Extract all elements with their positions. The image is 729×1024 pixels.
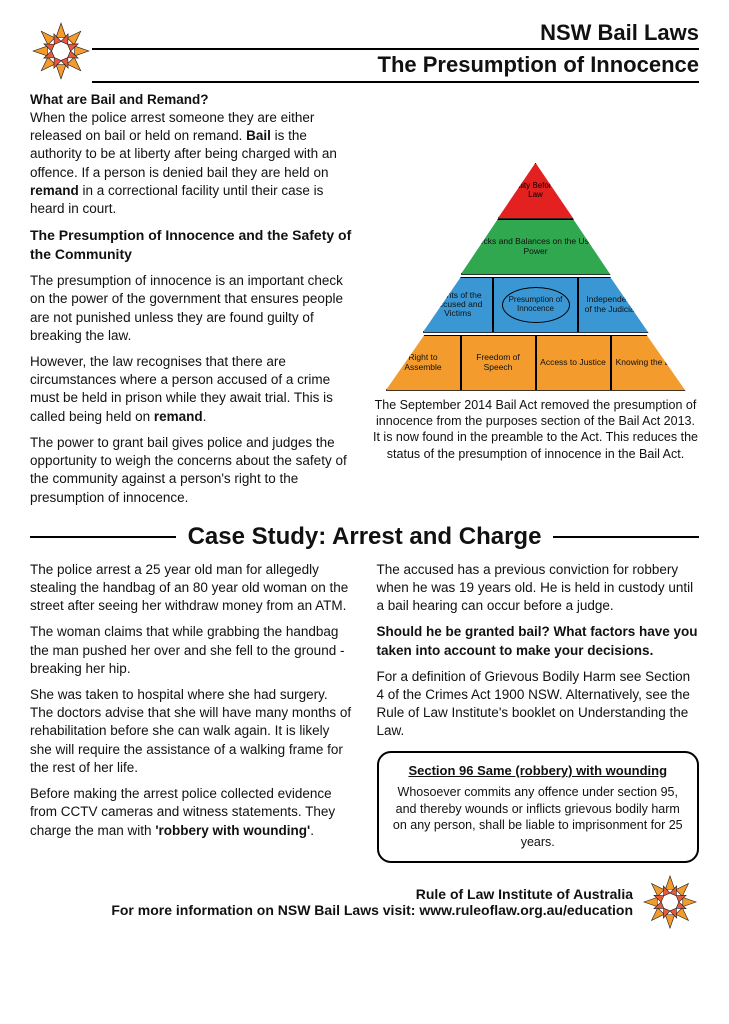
- pyramid-row-4: Right to Assemble Freedom of Speech Acce…: [386, 335, 686, 391]
- case-study-heading: Case Study: Arrest and Charge: [30, 523, 699, 551]
- p2-body: The presumption of innocence is an impor…: [30, 272, 360, 345]
- heading-rule-left: [30, 536, 176, 538]
- pyramid-column: Equality Before the Law Checks and Balan…: [372, 91, 699, 515]
- case-l-p4b: .: [310, 823, 314, 838]
- intro-text-column: What are Bail and Remand? When the polic…: [30, 91, 360, 515]
- pyramid-cell-equality: Equality Before the Law: [498, 163, 574, 219]
- footer-line-1: Rule of Law Institute of Australia: [111, 886, 633, 902]
- q-heading: What are Bail and Remand?: [30, 92, 209, 107]
- case-r-p2: Should he be granted bail? What factors …: [377, 623, 700, 659]
- pyramid-row-2: Checks and Balances on the Use of Power: [461, 219, 611, 275]
- law-section-box: Section 96 Same (robbery) with wounding …: [377, 751, 700, 864]
- footer-line-2: For more information on NSW Bail Laws vi…: [111, 902, 633, 918]
- pyramid-cell-rights: Rights of the Accused and Victims: [423, 277, 494, 333]
- pyramid-diagram: Equality Before the Law Checks and Balan…: [386, 161, 686, 391]
- page-header: NSW Bail Laws The Presumption of Innocen…: [30, 20, 699, 83]
- case-l-p2: The woman claims that while grabbing the…: [30, 623, 353, 678]
- case-l-p4: Before making the arrest police collecte…: [30, 785, 353, 840]
- p4: The power to grant bail gives police and…: [30, 434, 360, 507]
- pyramid-row-1: Equality Before the Law: [498, 163, 574, 219]
- pyramid-cell-knowing: Knowing the Law: [611, 335, 686, 391]
- pyramid-cell-justice: Access to Justice: [536, 335, 611, 391]
- star-logo-footer-icon: [641, 873, 699, 931]
- case-l-p1: The police arrest a 25 year old man for …: [30, 561, 353, 616]
- pyramid-cell-checks: Checks and Balances on the Use of Power: [461, 219, 611, 275]
- heading-rule-right: [553, 536, 699, 538]
- case-left-column: The police arrest a 25 year old man for …: [30, 561, 353, 863]
- p3-b: .: [203, 409, 207, 424]
- q-bold-2: remand: [30, 183, 79, 198]
- intro-section: What are Bail and Remand? When the polic…: [30, 91, 699, 515]
- law-box-title: Section 96 Same (robbery) with wounding: [393, 763, 684, 778]
- pyramid-cell-presumption: Presumption of Innocence: [502, 287, 570, 323]
- header-titles: NSW Bail Laws The Presumption of Innocen…: [92, 20, 699, 83]
- title-line-2: The Presumption of Innocence: [92, 52, 699, 78]
- case-right-column: The accused has a previous conviction fo…: [377, 561, 700, 863]
- footer-text: Rule of Law Institute of Australia For m…: [111, 886, 633, 918]
- case-study-title: Case Study: Arrest and Charge: [188, 523, 542, 551]
- pyramid-cell-presumption-wrap: Presumption of Innocence: [493, 277, 578, 333]
- pyramid-row-3: Rights of the Accused and Victims Presum…: [423, 277, 649, 333]
- star-logo-icon: [30, 20, 92, 82]
- case-study-columns: The police arrest a 25 year old man for …: [30, 561, 699, 863]
- pyramid-cell-assemble: Right to Assemble: [386, 335, 461, 391]
- title-line-1: NSW Bail Laws: [92, 20, 699, 50]
- p2-heading: The Presumption of Innocence and the Saf…: [30, 226, 360, 264]
- intro-q: What are Bail and Remand? When the polic…: [30, 91, 360, 219]
- case-l-p3: She was taken to hospital where she had …: [30, 686, 353, 777]
- pyramid-cell-judiciary: Independence of the Judiciary: [578, 277, 649, 333]
- q-bold-1: Bail: [246, 128, 271, 143]
- case-r-p1: The accused has a previous conviction fo…: [377, 561, 700, 616]
- law-box-body: Whosoever commits any offence under sect…: [393, 784, 684, 852]
- p3-bold: remand: [154, 409, 203, 424]
- pyramid-cell-speech: Freedom of Speech: [461, 335, 536, 391]
- p3: However, the law recognises that there a…: [30, 353, 360, 426]
- case-l-p4bold: 'robbery with wounding': [155, 823, 310, 838]
- case-r-p3: For a definition of Grievous Bodily Harm…: [377, 668, 700, 741]
- pyramid-caption: The September 2014 Bail Act removed the …: [372, 397, 699, 462]
- page-footer: Rule of Law Institute of Australia For m…: [30, 873, 699, 931]
